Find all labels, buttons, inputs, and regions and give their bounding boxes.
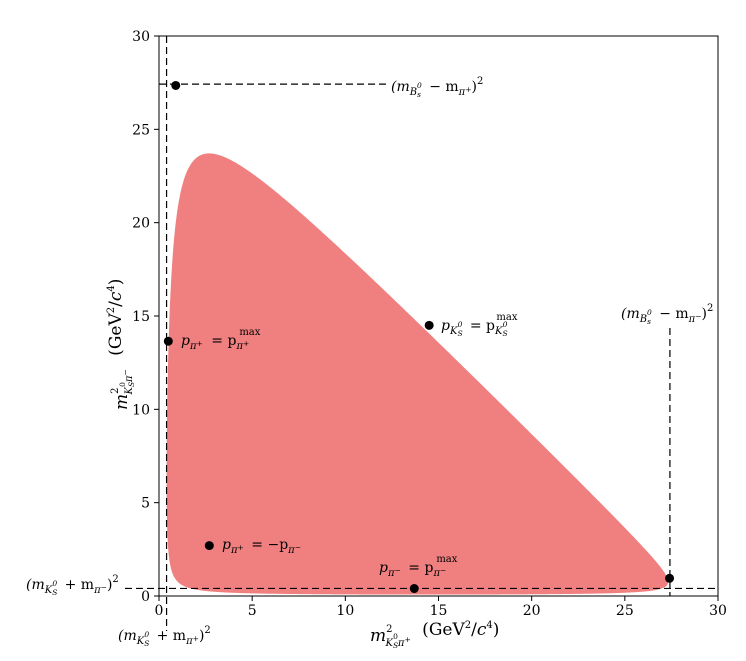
- y-tick-label-0: 0: [141, 589, 150, 605]
- y-tick-label-10: 10: [132, 402, 150, 418]
- x-axis-label: m2 KS0π+ (GeV2/c4): [370, 620, 499, 650]
- point-0: [171, 80, 181, 90]
- allowed-region: [166, 153, 669, 595]
- y-tick-label-15: 15: [132, 309, 150, 325]
- x-tick-label-0: 0: [155, 603, 164, 619]
- x-tick-label-20: 20: [523, 603, 541, 619]
- x-tick-label-15: 15: [430, 603, 448, 619]
- point-3: [204, 541, 214, 551]
- allowed-region-layer: [166, 153, 669, 595]
- point-1: [163, 336, 173, 346]
- x-tick-label-10: 10: [336, 603, 354, 619]
- ticks-layer: 0 5 10 15 20 25 30 0 5 10 15 20 25 30: [132, 29, 727, 619]
- point-5: [665, 573, 675, 583]
- label-mks-plus-mpi-plus: (mKS0 + mπ+)2: [118, 625, 211, 648]
- anno-p-ks-max: pKS0 = pKS0max: [441, 312, 518, 338]
- y-tick-label-30: 30: [132, 29, 150, 45]
- reference-lines-layer: [125, 36, 718, 631]
- label-mks-plus-mpi-minus: (mKS0 + mπ−)2: [26, 574, 119, 597]
- points-layer: [163, 80, 675, 594]
- y-tick-label-20: 20: [132, 216, 150, 232]
- point-4: [409, 584, 419, 594]
- y-tick-label-25: 25: [132, 122, 150, 138]
- x-tick-label-5: 5: [248, 603, 257, 619]
- y-axis-label: m2 KS0π− (GeV2/c4): [106, 279, 136, 410]
- x-tick-label-25: 25: [616, 603, 634, 619]
- x-tick-label-30: 30: [709, 603, 727, 619]
- label-mbs-minus-mpi-plus: (mBs0 − mπ+)2: [391, 76, 483, 99]
- label-mbs-minus-mpi-minus: (mBs0 − mπ−)2: [621, 303, 713, 326]
- point-2: [424, 320, 434, 330]
- y-tick-label-5: 5: [141, 496, 150, 512]
